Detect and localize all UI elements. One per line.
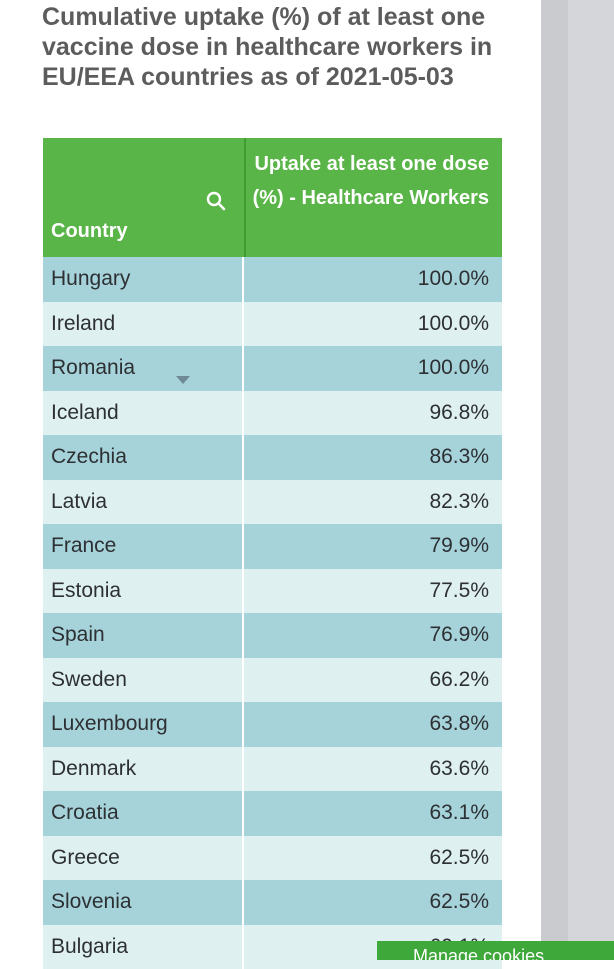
cell-uptake-value: 82.3% [244,480,502,525]
cell-uptake-value: 63.8% [244,702,502,747]
cell-country: Estonia [43,569,244,614]
cell-uptake-value: 66.2% [244,658,502,703]
cell-uptake-value: 100.0% [244,346,502,391]
cell-country: Greece [43,836,244,881]
cell-uptake-value: 86.3% [244,435,502,480]
cell-uptake-value: 77.5% [244,569,502,614]
table-header: Country Uptake at least one dose (%) - H… [43,138,502,257]
manage-cookies-button[interactable]: Manage cookies [377,941,614,960]
column-header-country[interactable]: Country [43,138,246,257]
search-icon[interactable] [205,190,227,212]
cell-uptake-value: 62.5% [244,836,502,881]
cell-uptake-value: 96.8% [244,391,502,436]
cell-country: Hungary [43,257,244,302]
cell-country: Slovenia [43,880,244,925]
cell-country: Spain [43,613,244,658]
page-scroll-gutter [541,0,614,960]
cell-country: Luxembourg [43,702,244,747]
cell-uptake-value: 63.1% [244,791,502,836]
cell-uptake-value: 100.0% [244,257,502,302]
cell-country: Latvia [43,480,244,525]
cell-uptake-value: 63.6% [244,747,502,792]
cell-uptake-value: 79.9% [244,524,502,569]
gutter-shade [541,0,568,960]
sort-desc-icon [176,376,190,384]
cell-country: Iceland [43,391,244,436]
cell-country: Romania [43,346,244,391]
cell-country: Croatia [43,791,244,836]
cell-country: Ireland [43,302,244,347]
page-title: Cumulative uptake (%) of at least one va… [42,2,522,92]
cell-country: Sweden [43,658,244,703]
cell-country: France [43,524,244,569]
column-header-uptake[interactable]: Uptake at least one dose (%) - Healthcar… [246,138,502,257]
cell-country: Czechia [43,435,244,480]
cell-uptake-value: 76.9% [244,613,502,658]
cell-country: Bulgaria [43,925,244,969]
cell-country: Denmark [43,747,244,792]
cell-uptake-value: 100.0% [244,302,502,347]
cell-uptake-value: 62.5% [244,880,502,925]
uptake-table: Country Uptake at least one dose (%) - H… [43,138,502,969]
column-header-country-label: Country [51,220,128,243]
